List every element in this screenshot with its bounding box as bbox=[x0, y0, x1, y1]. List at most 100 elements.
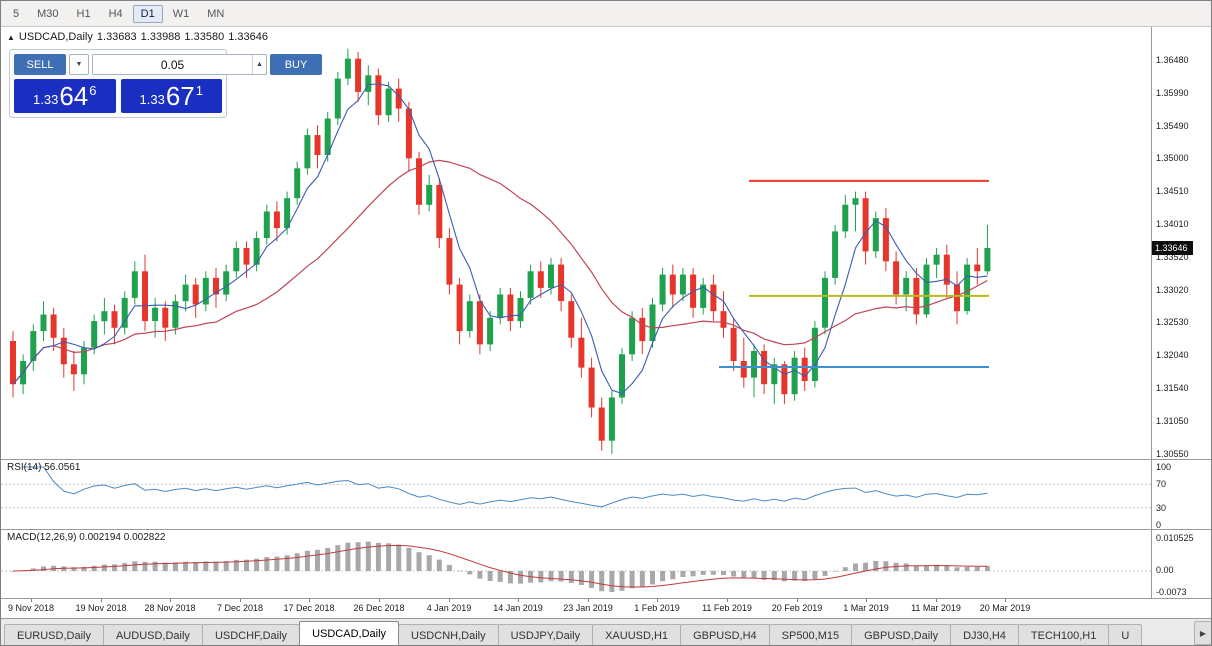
timeframe-button-mn[interactable]: MN bbox=[207, 7, 225, 20]
tab-u[interactable]: U bbox=[1108, 624, 1143, 645]
macd-panel[interactable]: MACD(12,26,9) 0.002194 0.002822 bbox=[1, 530, 1151, 598]
tab-xauusd-h1[interactable]: XAUUSD,H1 bbox=[592, 624, 682, 645]
panel-divider[interactable] bbox=[1, 529, 1211, 530]
date-tick bbox=[31, 599, 32, 602]
candle bbox=[416, 158, 422, 205]
current-price-badge: 1.33646 bbox=[1152, 241, 1193, 255]
price-axis-label: 1.35990 bbox=[1156, 88, 1189, 98]
timeframe-button-5[interactable]: 5 bbox=[13, 7, 20, 20]
macd-bar bbox=[446, 564, 452, 571]
price-axis-label: 1.30550 bbox=[1156, 449, 1189, 459]
candle bbox=[213, 277, 219, 295]
quote-close: 1.33646 bbox=[228, 31, 268, 43]
candle bbox=[223, 271, 230, 295]
tab-usdchf-daily[interactable]: USDCHF,Daily bbox=[201, 624, 301, 645]
buy-price-sup: 1 bbox=[195, 82, 203, 98]
sell-button[interactable]: SELL bbox=[14, 54, 66, 75]
timeframe-button-m30[interactable]: M30 bbox=[37, 7, 59, 20]
date-tick bbox=[1005, 599, 1006, 602]
candle bbox=[385, 88, 392, 116]
macd-bar bbox=[599, 571, 605, 592]
buy-price-prefix: 1.33 bbox=[139, 92, 165, 107]
candle bbox=[933, 254, 940, 265]
chevron-down-icon: ▼ bbox=[75, 61, 83, 68]
tab-tech100-h1[interactable]: TECH100,H1 bbox=[1017, 624, 1110, 645]
date-tick bbox=[170, 599, 171, 602]
tab-dj30-h4[interactable]: DJ30,H4 bbox=[950, 624, 1019, 645]
tab-gbpusd-h4[interactable]: GBPUSD,H4 bbox=[680, 624, 770, 645]
rsi-axis-label: 0 bbox=[1156, 520, 1162, 530]
main-chart-area[interactable]: ▲ USDCAD,Daily 1.33683 1.33988 1.33580 1.3364… bbox=[1, 27, 1151, 459]
date-tick bbox=[866, 599, 867, 602]
candle bbox=[192, 284, 199, 305]
macd-bar bbox=[325, 547, 331, 571]
tab-usdjpy-daily[interactable]: USDJPY,Daily bbox=[497, 624, 594, 645]
buy-button[interactable]: BUY bbox=[270, 54, 322, 75]
volume-input[interactable] bbox=[93, 55, 252, 74]
price-axis-label: 1.34010 bbox=[1156, 219, 1189, 229]
date-label: 9 Nov 2018 bbox=[7, 603, 55, 613]
macd-bar bbox=[558, 571, 564, 582]
volume-stepper[interactable]: ▲ bbox=[252, 55, 266, 74]
timeframe-button-h4[interactable]: H4 bbox=[108, 7, 123, 20]
candle bbox=[832, 231, 839, 278]
macd-bar bbox=[172, 562, 178, 571]
candle bbox=[405, 108, 412, 159]
tab-eurusd-daily[interactable]: EURUSD,Daily bbox=[4, 624, 104, 645]
tab-usdcad-daily[interactable]: USDCAD,Daily bbox=[299, 621, 400, 645]
candle bbox=[142, 271, 148, 322]
macd-bar bbox=[883, 561, 889, 571]
macd-bar bbox=[345, 542, 351, 571]
candle bbox=[639, 317, 646, 342]
macd-bar bbox=[853, 563, 858, 571]
macd-bar bbox=[924, 565, 929, 571]
date-label: 23 Jan 2019 bbox=[563, 603, 613, 613]
tab-usdcnh-daily[interactable]: USDCNH,Daily bbox=[398, 624, 499, 645]
candle bbox=[121, 297, 128, 328]
tab-sp500-m15[interactable]: SP500,M15 bbox=[768, 624, 853, 645]
order-type-dropdown[interactable]: ▼ bbox=[69, 54, 89, 75]
macd-bar bbox=[223, 561, 229, 571]
price-axis-label: 1.31050 bbox=[1156, 416, 1189, 426]
candle bbox=[669, 274, 676, 295]
candle bbox=[923, 264, 930, 315]
candle bbox=[964, 264, 971, 312]
price-axis[interactable]: 1.36480 1.35990 1.35490 1.35000 1.34510 1.340… bbox=[1152, 27, 1211, 459]
candle bbox=[152, 307, 159, 322]
tab-gbpusd-daily[interactable]: GBPUSD,Daily bbox=[851, 624, 952, 645]
macd-bar bbox=[91, 565, 97, 571]
macd-bar bbox=[101, 564, 107, 571]
candle bbox=[649, 304, 656, 341]
macd-bar bbox=[548, 571, 554, 582]
rsi-line bbox=[23, 466, 988, 508]
candle bbox=[395, 88, 402, 109]
date-tick bbox=[518, 599, 519, 602]
price-axis-label: 1.33020 bbox=[1156, 285, 1189, 295]
macd-bar bbox=[650, 571, 655, 585]
quote-low: 1.33580 bbox=[184, 31, 225, 43]
candle bbox=[304, 135, 311, 169]
sell-price-sup: 6 bbox=[89, 82, 97, 98]
date-axis[interactable]: 9 Nov 2018 19 Nov 2018 28 Nov 2018 7 Dec 20… bbox=[1, 599, 1151, 618]
macd-bar bbox=[162, 562, 168, 571]
macd-bar bbox=[497, 571, 503, 582]
timeframe-button-w1[interactable]: W1 bbox=[172, 7, 190, 20]
sell-price-display[interactable]: 1.33 64 6 bbox=[14, 79, 116, 113]
candle bbox=[81, 347, 87, 375]
tab-audusd-daily[interactable]: AUDUSD,Daily bbox=[102, 624, 203, 645]
timeframe-button-h1[interactable]: H1 bbox=[76, 7, 91, 20]
timeframe-button-d1[interactable]: D1 bbox=[132, 4, 163, 23]
candle bbox=[294, 168, 301, 199]
rsi-panel[interactable]: RSI(14) 56.0561 bbox=[1, 460, 1151, 529]
candle bbox=[984, 248, 991, 272]
candle bbox=[659, 274, 666, 305]
tab-scroll-right-button[interactable]: ▶ bbox=[1194, 621, 1211, 645]
macd-bar bbox=[203, 561, 209, 571]
buy-price-display[interactable]: 1.33 67 1 bbox=[120, 79, 222, 113]
macd-bar bbox=[183, 561, 189, 571]
macd-bar bbox=[913, 565, 919, 571]
price-axis-label: 1.34510 bbox=[1156, 186, 1189, 196]
panel-divider[interactable] bbox=[1, 459, 1211, 460]
candle bbox=[903, 277, 910, 295]
candle bbox=[629, 317, 636, 355]
